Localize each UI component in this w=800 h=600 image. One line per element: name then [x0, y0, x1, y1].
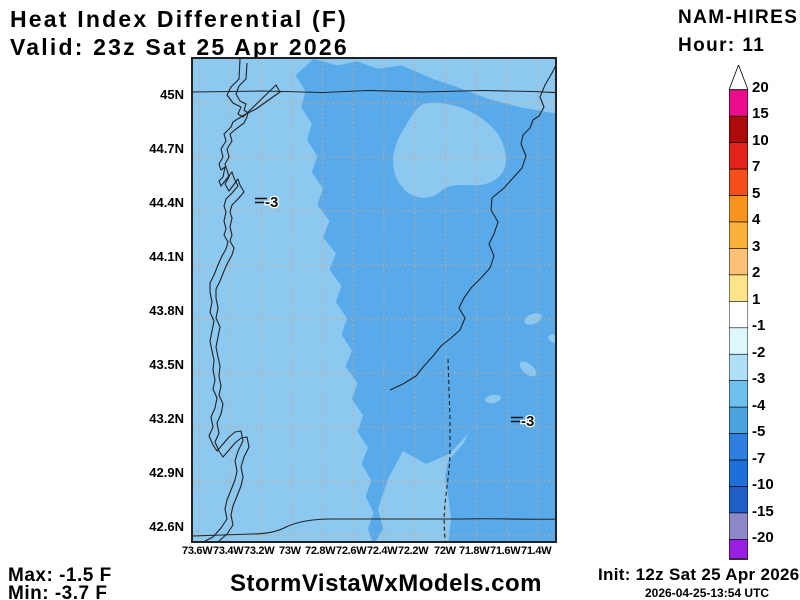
svg-text:-3: -3 [265, 194, 278, 211]
svg-text:-3: -3 [521, 413, 534, 430]
